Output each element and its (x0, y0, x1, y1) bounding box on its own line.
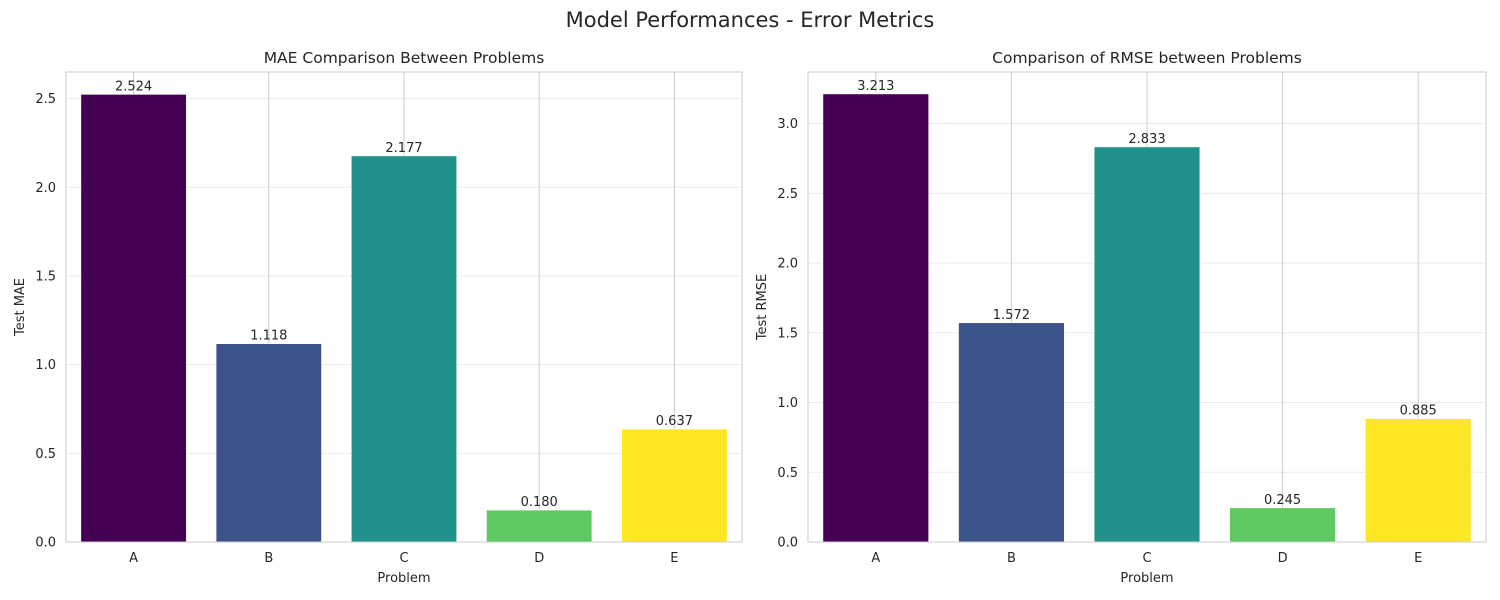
rmse-bar-value-label: 0.885 (1400, 404, 1437, 419)
rmse-x-axis-label: Problem (1120, 571, 1173, 586)
rmse-ytick-label: 1.5 (777, 326, 798, 341)
rmse-ytick-label: 3.0 (777, 117, 798, 132)
mae-bar-b (215, 343, 322, 543)
rmse-axes-frame (807, 71, 1487, 543)
mae-xtick-label: A (129, 551, 138, 566)
rmse-chart-title: Comparison of RMSE between Problems (992, 49, 1302, 67)
mae-ytick-label: 1.0 (35, 358, 56, 373)
rmse-xtick-label: B (1007, 551, 1016, 566)
mae-xtick-label: C (399, 551, 408, 566)
rmse-xtick-label: C (1142, 551, 1151, 566)
mae-chart-title: MAE Comparison Between Problems (264, 49, 545, 67)
mae-axes-frame (65, 71, 743, 543)
rmse-ytick-label: 0.5 (777, 466, 798, 481)
mae-bar-d (486, 509, 593, 543)
mae-ytick-label: 2.0 (35, 181, 56, 196)
mae-xtick-label: B (264, 551, 273, 566)
rmse-bar-value-label: 3.213 (857, 79, 894, 94)
mae-bar-value-label: 0.180 (521, 495, 558, 510)
rmse-bar-d (1229, 507, 1336, 543)
mae-bar-value-label: 0.637 (656, 414, 693, 429)
rmse-bar-value-label: 0.245 (1264, 493, 1301, 508)
mae-bar-value-label: 2.524 (115, 79, 152, 94)
mae-x-axis-label: Problem (377, 571, 430, 586)
mae-chart: 2.524 1.118 2.177 0.180 0.637 0.0 0.5 1.0 1.5 2.0… (13, 49, 743, 586)
rmse-bar-e (1365, 418, 1472, 543)
rmse-xtick-label: E (1414, 551, 1422, 566)
rmse-ytick-label: 2.5 (777, 187, 798, 202)
rmse-ytick-label: 2.0 (777, 257, 798, 272)
mae-ytick-label: 0.5 (35, 447, 56, 462)
rmse-ytick-label: 1.0 (777, 396, 798, 411)
mae-ytick-label: 2.5 (35, 92, 56, 107)
mae-ytick-label: 1.5 (35, 269, 56, 284)
mae-ytick-label: 0.0 (35, 536, 56, 551)
mae-bar-a (80, 94, 187, 543)
mae-xtick-label: D (534, 551, 544, 566)
rmse-xtick-label: D (1278, 551, 1288, 566)
rmse-bar-b (958, 322, 1065, 543)
rmse-ytick-label: 0.0 (777, 536, 798, 551)
rmse-bar-c (1093, 146, 1201, 543)
mae-xtick-label: E (670, 551, 678, 566)
mae-bar-value-label: 2.177 (385, 141, 422, 156)
rmse-bar-a (822, 93, 929, 543)
rmse-chart: 3.213 1.572 2.833 0.245 0.885 0.0 0.5 1.0 1.5 2.0… (755, 49, 1487, 586)
mae-y-axis-label: Test MAE (13, 278, 28, 337)
rmse-bar-value-label: 1.572 (993, 308, 1030, 323)
rmse-y-axis-label: Test RMSE (755, 274, 770, 341)
mae-bar-value-label: 1.118 (250, 329, 287, 344)
figure-title: Model Performances - Error Metrics (565, 8, 935, 32)
mae-bar-c (350, 155, 458, 543)
rmse-bar-value-label: 2.833 (1128, 132, 1165, 147)
mae-bar-e (621, 428, 728, 543)
rmse-xtick-label: A (871, 551, 880, 566)
